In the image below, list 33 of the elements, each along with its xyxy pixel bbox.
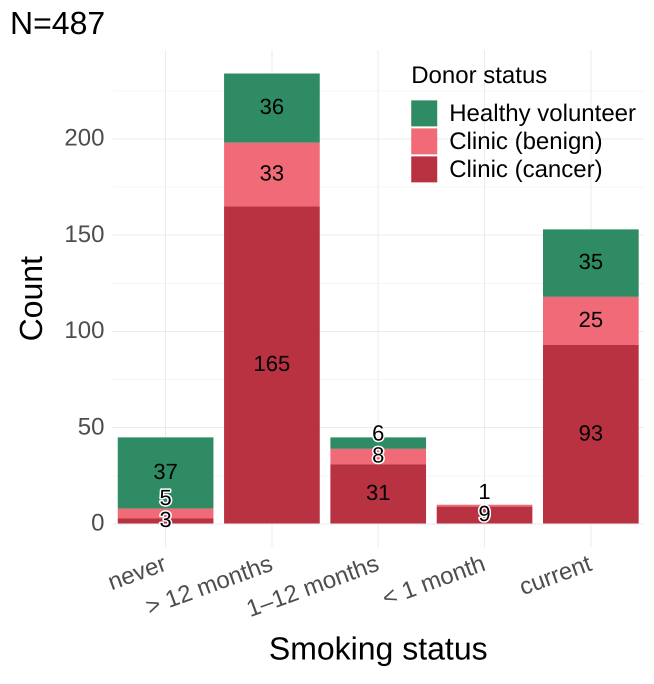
- legend-label: Clinic (benign): [449, 128, 603, 156]
- bar: [118, 437, 214, 509]
- y-tick-label: 100: [64, 317, 104, 344]
- y-tick-label: 0: [91, 510, 104, 537]
- bar: [224, 142, 320, 206]
- y-tick-label: 50: [78, 413, 104, 440]
- data-label: 37: [153, 459, 178, 484]
- x-tick-label: < 1 month: [378, 550, 489, 612]
- bar: [543, 344, 639, 524]
- legend-title: Donor status: [411, 62, 548, 90]
- bar: [224, 206, 320, 524]
- data-label: 5: [159, 484, 172, 510]
- legend-label: Clinic (cancer): [449, 156, 603, 184]
- x-axis-title: Smoking status: [268, 630, 488, 667]
- data-label: 31: [366, 480, 390, 505]
- y-tick-label: 150: [64, 220, 104, 248]
- bar: [543, 296, 639, 345]
- chart-title: N=487: [10, 5, 106, 42]
- legend-label: Healthy volunteer: [449, 100, 636, 128]
- y-axis-title: Count: [13, 256, 50, 342]
- bar: [224, 74, 320, 143]
- data-label: 165: [254, 350, 290, 376]
- bar: [543, 229, 639, 297]
- y-tick-label: 200: [64, 124, 104, 152]
- data-label: 33: [260, 160, 284, 186]
- bar: [436, 506, 532, 524]
- data-label: 25: [578, 306, 604, 332]
- data-label: 8: [372, 442, 384, 468]
- data-label: 35: [578, 249, 604, 274]
- x-tick-label: current: [516, 550, 596, 602]
- data-label: 93: [578, 420, 604, 446]
- data-label: 36: [260, 94, 284, 120]
- bar: [330, 464, 426, 524]
